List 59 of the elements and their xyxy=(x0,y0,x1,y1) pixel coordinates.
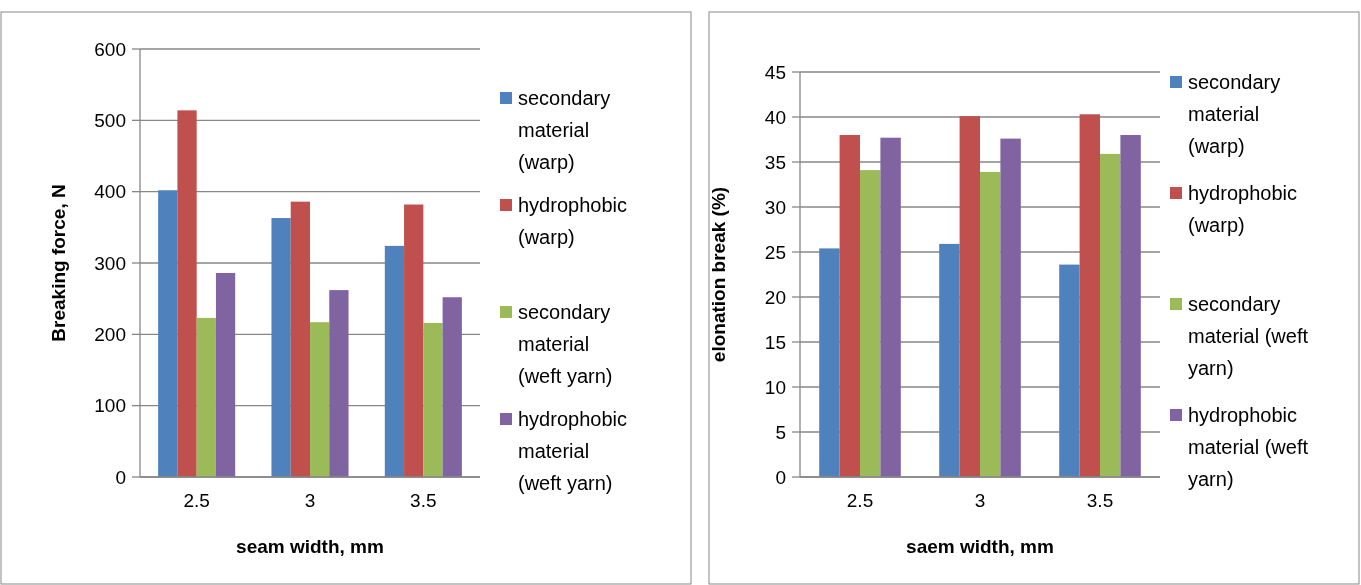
legend-label: hydrophobic (warp) xyxy=(1188,182,1297,236)
bar xyxy=(196,317,216,477)
bar xyxy=(442,297,462,477)
bar xyxy=(959,116,980,477)
bar xyxy=(839,135,860,477)
y-tick-label: 25 xyxy=(764,241,786,263)
y-tick-label: 400 xyxy=(94,181,126,203)
bar xyxy=(271,218,291,477)
y-tick-label: 15 xyxy=(764,331,786,353)
bar xyxy=(158,190,178,477)
bar xyxy=(384,245,405,477)
y-tick-label: 500 xyxy=(94,109,126,131)
x-tick-label: 2.5 xyxy=(846,490,874,511)
legend-label: secondary material (warp) xyxy=(1188,71,1281,157)
bar xyxy=(290,201,310,477)
bar xyxy=(310,322,330,477)
bar xyxy=(1079,114,1100,477)
y-tick-label: 5 xyxy=(775,421,786,443)
x-tick-label: 3 xyxy=(974,490,986,511)
bar xyxy=(939,243,960,477)
y-tick-label: 40 xyxy=(764,106,786,128)
y-tick-label: 45 xyxy=(764,61,786,83)
bar xyxy=(1059,264,1080,477)
x-axis-title: seam width, mm xyxy=(236,536,384,557)
bar xyxy=(980,171,1001,477)
y-tick-label: 35 xyxy=(764,151,786,173)
x-tick-label: 2.5 xyxy=(183,490,210,511)
bar xyxy=(329,290,349,477)
bar xyxy=(404,204,424,477)
bar xyxy=(177,110,197,477)
x-tick-label: 3 xyxy=(304,490,316,511)
y-tick-label: 300 xyxy=(94,252,126,274)
legend-label: secondary material (weft yarn) xyxy=(518,301,613,387)
bar xyxy=(215,272,236,477)
y-tick-label: 0 xyxy=(775,466,786,488)
bar xyxy=(860,170,881,477)
legend-label: hydrophobic (warp) xyxy=(518,194,627,248)
bar xyxy=(1100,153,1121,477)
y-tick-label: 600 xyxy=(94,38,126,60)
y-tick-label: 0 xyxy=(115,466,126,488)
y-tick-label: 20 xyxy=(764,286,786,308)
y-tick-label: 200 xyxy=(94,323,126,345)
legend-label: secondary material (weft yarn) xyxy=(1188,293,1309,379)
x-tick-label: 3.5 xyxy=(1086,490,1114,511)
bar xyxy=(1000,138,1021,477)
y-axis-title: elonation break (%) xyxy=(708,186,729,363)
y-tick-label: 100 xyxy=(94,395,126,417)
bar xyxy=(1120,135,1141,477)
bar xyxy=(880,137,901,477)
bar xyxy=(423,322,443,477)
x-axis-title: saem width, mm xyxy=(906,536,1054,557)
x-tick-label: 3.5 xyxy=(410,490,437,511)
legend-label: secondary material (warp) xyxy=(518,87,611,173)
y-tick-label: 10 xyxy=(764,376,786,398)
y-axis-title: Breaking force, N xyxy=(48,184,69,342)
bar xyxy=(819,248,840,477)
y-tick-label: 30 xyxy=(764,196,786,218)
legend-label: hydrophobic material (weft yarn) xyxy=(1188,404,1309,490)
legend-label: hydrophobic material (weft yarn) xyxy=(518,408,627,494)
